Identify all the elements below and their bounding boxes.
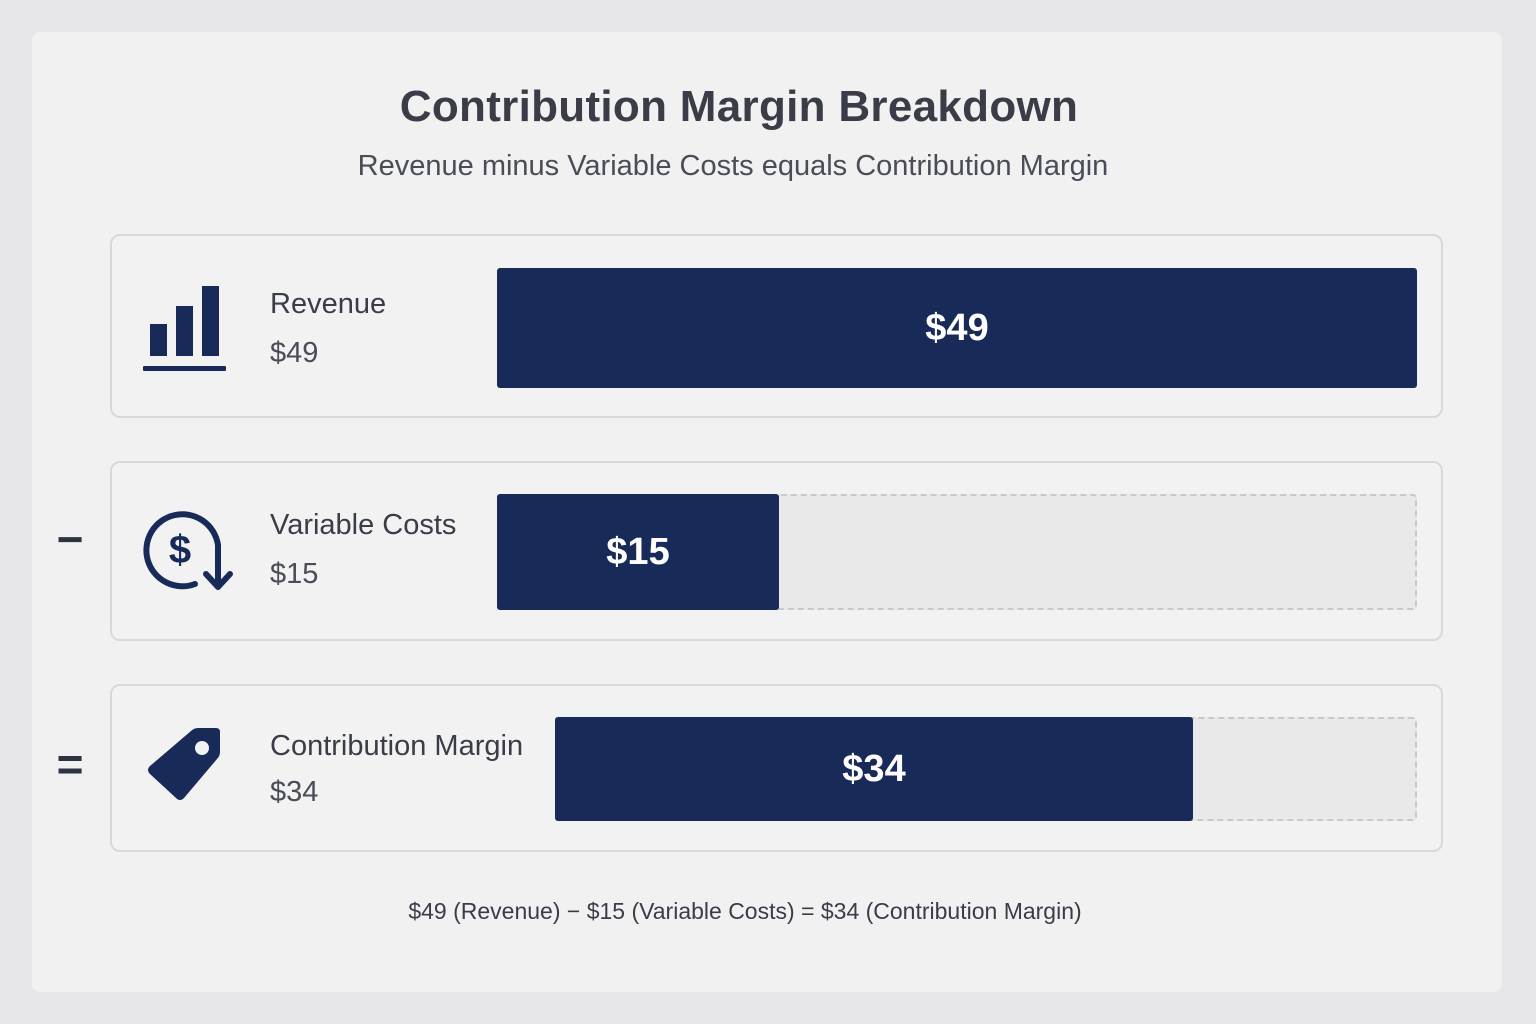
- chart-subtitle: Revenue minus Variable Costs equals Cont…: [357, 150, 1109, 182]
- revenue-row: Revenue $49 $49: [110, 234, 1443, 418]
- variable-costs-value: $15: [270, 558, 319, 590]
- revenue-bar-label: $49: [925, 306, 989, 349]
- revenue-label: Revenue: [270, 288, 387, 320]
- contribution-margin-row: Contribution Margin $34 $34: [110, 684, 1443, 852]
- formula-caption: $49 (Revenue) − $15 (Variable Costs) = $…: [408, 898, 1082, 924]
- contribution-margin-bar: $34: [555, 717, 1193, 821]
- contribution-margin-label: Contribution Margin: [270, 730, 524, 762]
- revenue-bar: $49: [497, 268, 1417, 388]
- contribution-margin-value: $34: [270, 776, 319, 808]
- bar-chart-icon: [140, 280, 240, 380]
- variable-costs-row: $ Variable Costs $15 $15: [110, 461, 1443, 641]
- price-tag-icon: [140, 720, 240, 820]
- variable-costs-bar-label: $15: [606, 530, 670, 573]
- chart-title: Contribution Margin Breakdown: [399, 82, 1079, 131]
- variable-costs-bar-track: $15: [497, 494, 1417, 610]
- variable-costs-bar: $15: [497, 494, 779, 610]
- variable-costs-label: Variable Costs: [270, 509, 457, 541]
- revenue-bar-track: $49: [497, 268, 1417, 388]
- dollar-down-arrow-icon: $: [140, 501, 240, 601]
- contribution-margin-bar-label: $34: [842, 747, 906, 790]
- revenue-value: $49: [270, 337, 319, 369]
- minus-operator: −: [56, 513, 84, 565]
- svg-text:$: $: [169, 528, 191, 572]
- contribution-margin-bar-track: $34: [555, 717, 1417, 821]
- equals-operator: =: [56, 738, 84, 790]
